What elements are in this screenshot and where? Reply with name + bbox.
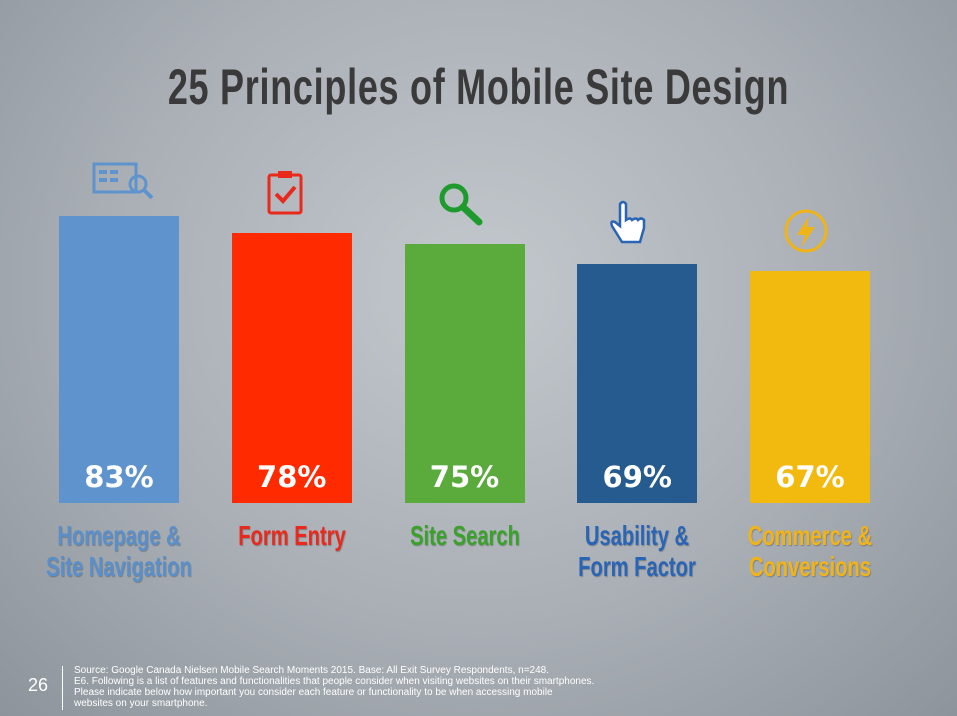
category-label: Form Entry	[237, 520, 346, 551]
category-label: Site Search	[409, 520, 520, 551]
icon-hand	[610, 200, 646, 244]
value-label: 75%	[429, 460, 500, 494]
icon-search	[439, 183, 483, 226]
icon-lightning	[784, 209, 828, 253]
footnote-line: Source: Google Canada Nielsen Mobile Sea…	[74, 665, 549, 676]
icon-navigation	[92, 162, 154, 200]
footnote-line: Please indicate below how important you …	[74, 687, 553, 698]
page-number: 26	[28, 675, 49, 695]
value-label: 83%	[84, 460, 154, 494]
value-label: 78%	[257, 460, 327, 494]
bar	[59, 215, 179, 503]
chart-title: 25 Principles of Mobile Site Design	[167, 59, 790, 115]
separator	[62, 666, 63, 710]
bar	[750, 271, 870, 503]
bar	[577, 264, 698, 503]
bar	[404, 243, 525, 503]
bar	[231, 233, 352, 503]
category-label: Usability & Form Factor	[578, 520, 697, 582]
footnote: Source: Google Canada Nielsen Mobile Sea…	[74, 665, 594, 709]
footnote-line: websites on your smartphone.	[74, 698, 208, 709]
category-label: Homepage & Site Navigation	[46, 520, 192, 582]
icon-form	[267, 171, 303, 215]
category-label: Commerce & Conversions	[747, 520, 873, 582]
value-label: 69%	[602, 460, 672, 494]
footnote-line: E6. Following is a list of features and …	[74, 676, 595, 687]
value-label: 67%	[775, 460, 845, 494]
